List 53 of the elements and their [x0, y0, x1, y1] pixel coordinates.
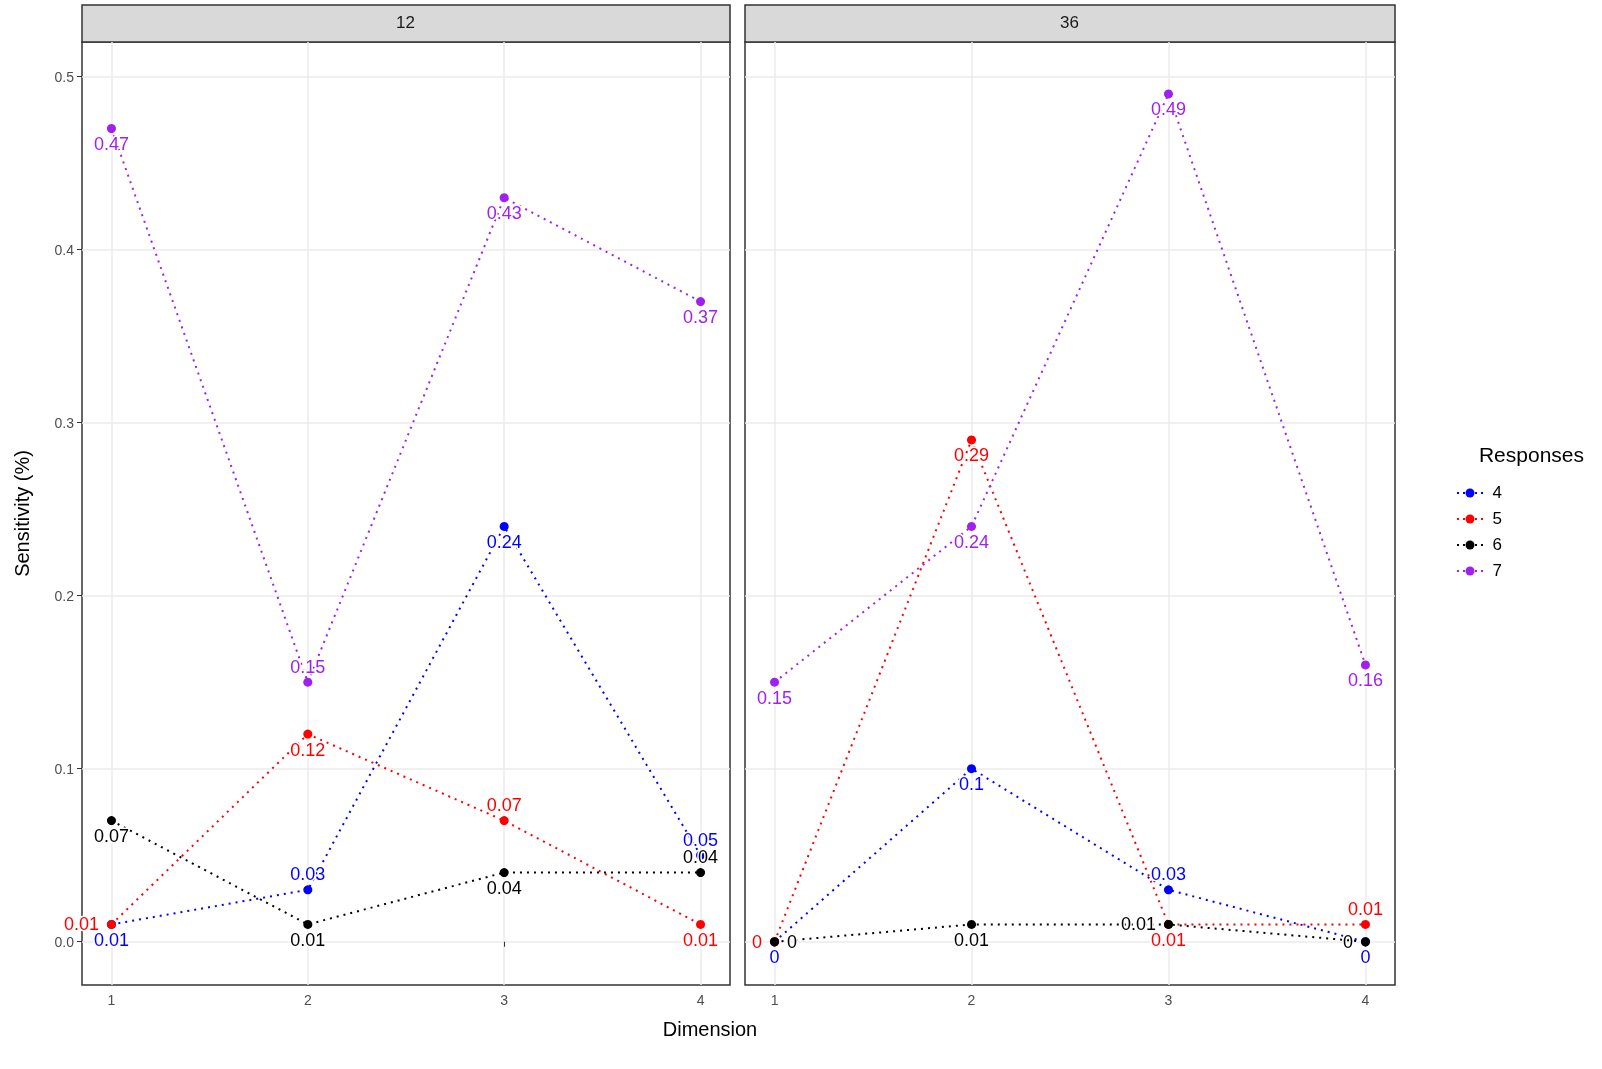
data-label: 0.01: [93, 929, 129, 950]
data-label: 0.05: [683, 829, 719, 850]
legend-label: 5: [1492, 508, 1502, 530]
y-tick-label: 0.4: [54, 241, 75, 258]
data-label: 0.15: [290, 656, 326, 677]
data-label: 0: [1342, 931, 1353, 952]
y-tick-label: 0.1: [54, 760, 75, 777]
data-label: 0.49: [1150, 99, 1187, 120]
x-tick-label: 1: [107, 992, 116, 1008]
legend-label: 4: [1492, 482, 1502, 504]
data-label: 0.01: [953, 929, 990, 950]
x-tick-label: 2: [303, 992, 312, 1008]
data-label: 0.03: [290, 864, 326, 885]
data-label: 0: [1360, 947, 1371, 968]
y-axis-title: Sensitivity (%): [11, 450, 33, 577]
data-label: 0.01: [1347, 898, 1383, 919]
chart-title: 12: [396, 13, 415, 32]
y-tick-label: 0.3: [54, 414, 75, 431]
x-tick-label: 3: [1164, 992, 1173, 1008]
data-label: 0.24: [953, 531, 990, 552]
data-label: 0.01: [290, 929, 326, 950]
data-label: 0.03: [1150, 864, 1187, 885]
data-label: 0.01: [1150, 929, 1187, 950]
y-tick-label: 0.5: [54, 68, 75, 85]
x-tick-label: 3: [500, 992, 509, 1008]
data-label: 0.01: [683, 929, 719, 950]
data-label: 0.15: [757, 687, 793, 708]
y-tick-label: 0.2: [54, 587, 75, 604]
legend-label: 6: [1492, 534, 1502, 556]
data-label: 0: [787, 931, 798, 952]
data-label: 0.16: [1347, 670, 1383, 691]
data-label: 0.24: [486, 531, 522, 552]
data-label: 0.37: [683, 307, 719, 328]
x-tick-label: 4: [1361, 992, 1370, 1008]
data-label: 0.07: [486, 795, 522, 816]
data-label: 0.07: [93, 826, 129, 847]
data-label: 0.12: [290, 739, 326, 760]
data-label: 0.29: [953, 445, 990, 466]
data-label: 0.43: [486, 203, 522, 224]
legend-title: Responses: [1478, 443, 1584, 466]
data-label: 0.1: [959, 774, 985, 795]
data-label: 0: [769, 947, 780, 968]
x-tick-label: 1: [770, 992, 779, 1008]
data-label: 0: [752, 931, 763, 952]
data-label: 0.04: [683, 847, 719, 868]
x-axis-title: Dimension: [661, 1018, 759, 1041]
data-label: 0.47: [93, 134, 129, 155]
x-tick-label: 2: [967, 992, 976, 1008]
legend-label: 7: [1492, 560, 1502, 582]
data-label: 0.04: [486, 878, 522, 899]
y-tick-label: 0.0: [54, 933, 75, 950]
chart-title: 36: [1060, 13, 1079, 32]
x-tick-label: 4: [696, 992, 705, 1008]
